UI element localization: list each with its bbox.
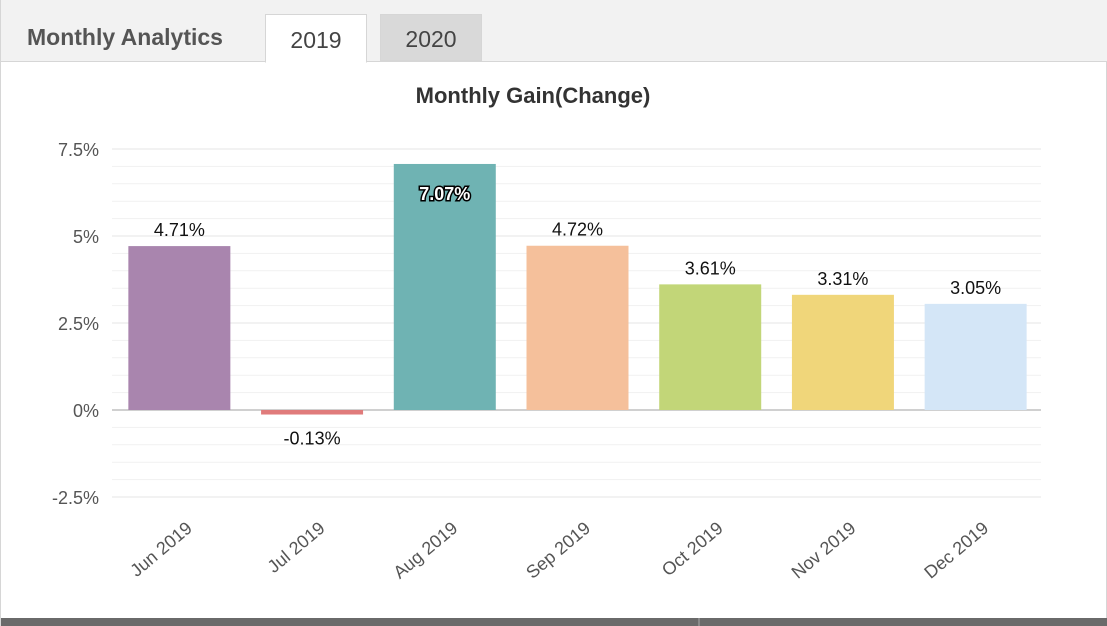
- tab-2020[interactable]: 2020: [380, 14, 482, 61]
- x-axis-ticks: Jun 2019 Jul 2019 Aug 2019 Sep 2019 Oct 2019…: [126, 518, 992, 583]
- bar-sep-2019[interactable]: [526, 245, 629, 410]
- data-label: 3.31%: [817, 269, 868, 289]
- y-tick-label: 7.5%: [58, 140, 99, 160]
- bar-dec-2019[interactable]: [924, 303, 1027, 410]
- data-label: 4.71%: [154, 220, 205, 240]
- chart-title: Monthly Gain(Change): [416, 83, 651, 108]
- x-tick-label: Jul 2019: [264, 518, 329, 577]
- data-label: 3.61%: [685, 258, 736, 278]
- y-tick-label: -2.5%: [52, 488, 99, 508]
- x-tick-label: Nov 2019: [788, 518, 860, 583]
- panel-header: Monthly Analytics 2019 2020: [1, 0, 1107, 63]
- y-tick-label: 5%: [73, 227, 99, 247]
- bar-aug-2019[interactable]: [393, 163, 496, 410]
- panel-title: Monthly Analytics: [27, 24, 223, 50]
- bar-jun-2019[interactable]: [128, 246, 231, 410]
- data-label: 4.72%: [552, 220, 603, 240]
- bar-nov-2019[interactable]: [791, 294, 894, 410]
- x-tick-label: Aug 2019: [389, 518, 461, 583]
- footer-bar: [1, 618, 1107, 626]
- monthly-gain-chart: Monthly Gain(Change) -2.5% 0% 2.5% 5% 7.5% 4…: [52, 83, 1041, 583]
- bar-jul-2019[interactable]: [261, 410, 364, 415]
- bars: [128, 163, 1027, 415]
- y-tick-label: 2.5%: [58, 314, 99, 334]
- y-axis-ticks: -2.5% 0% 2.5% 5% 7.5%: [52, 140, 99, 508]
- y-tick-label: 0%: [73, 401, 99, 421]
- footer-divider: [698, 618, 700, 626]
- x-tick-label: Oct 2019: [658, 518, 727, 580]
- tab-2019[interactable]: 2019: [265, 14, 367, 63]
- x-tick-label: Sep 2019: [522, 518, 594, 583]
- data-label: 7.07%: [419, 184, 470, 204]
- data-labels: 4.71% -0.13% 7.07% 4.72% 3.61% 3.31% 3.05%: [154, 182, 1001, 449]
- x-tick-label: Dec 2019: [920, 518, 992, 583]
- data-label: 3.05%: [950, 278, 1001, 298]
- data-label: -0.13%: [284, 429, 341, 449]
- bar-oct-2019[interactable]: [659, 284, 762, 410]
- x-tick-label: Jun 2019: [126, 518, 196, 581]
